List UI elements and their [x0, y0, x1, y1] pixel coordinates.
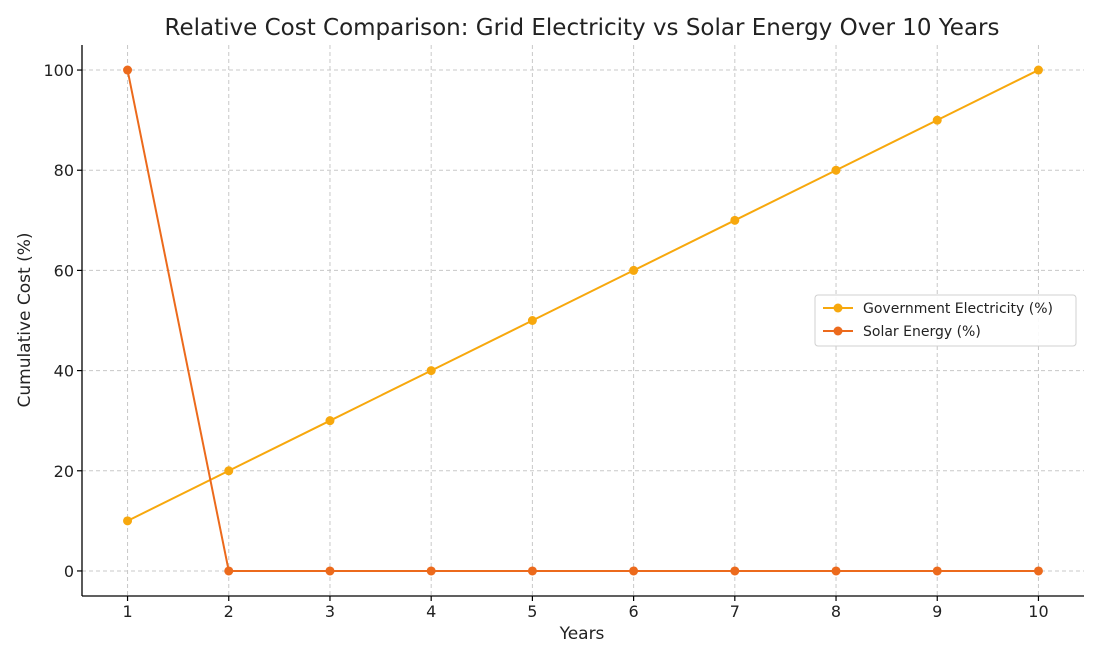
- axes: [81, 45, 1084, 597]
- series-2-point-1: [123, 65, 133, 75]
- x-axis-label: Years: [559, 624, 605, 644]
- series-line-1: [127, 69, 1039, 522]
- y-tick-label-0: 0: [64, 562, 74, 581]
- x-tick-label-4: 4: [426, 602, 436, 621]
- series-1-point-6: [629, 265, 639, 275]
- series-1-point-5: [527, 316, 537, 325]
- x-tick-label-1: 1: [122, 602, 132, 621]
- series-2-point-3: [325, 566, 335, 576]
- series-1-point-7: [730, 215, 740, 225]
- x-tick-label-7: 7: [730, 602, 740, 621]
- legend-entry-2: Solar Energy (%): [863, 324, 981, 340]
- legend-swatch-marker-1: [833, 303, 843, 313]
- series-1-point-9: [932, 115, 942, 125]
- legend-entry-1: Government Electricity (%): [863, 301, 1053, 317]
- series-2-point-8: [831, 566, 841, 576]
- series-1-point-1: [123, 516, 133, 526]
- chart-title: Relative Cost Comparison: Grid Electrici…: [165, 15, 1000, 41]
- legend: Government Electricity (%) Solar Energy (…: [814, 294, 1077, 347]
- series-2-point-5: [527, 566, 537, 576]
- series-2-point-10: [1033, 566, 1043, 576]
- series-2-point-7: [730, 566, 740, 576]
- series-1-point-10: [1033, 65, 1043, 75]
- x-tick-label-2: 2: [224, 602, 234, 621]
- series-2-point-9: [932, 566, 942, 576]
- x-tick-label-9: 9: [932, 602, 942, 621]
- series-1-point-3: [325, 416, 335, 426]
- series-2-point-6: [629, 566, 639, 576]
- y-tick-label-20: 20: [54, 462, 74, 481]
- series-2-point-2: [224, 566, 234, 576]
- x-tick-label-8: 8: [831, 602, 841, 621]
- series-1-point-2: [224, 466, 234, 476]
- legend-swatch-marker-2: [833, 326, 843, 336]
- series-line-2: [126, 69, 1039, 572]
- y-axis-label: Cumulative Cost (%): [15, 232, 35, 407]
- y-tick-label-60: 60: [54, 261, 74, 280]
- x-tick-label-6: 6: [629, 602, 639, 621]
- x-tick-label-5: 5: [527, 602, 537, 621]
- series-1-point-8: [831, 165, 841, 175]
- series-lines: [123, 65, 1043, 576]
- y-tick-label-80: 80: [54, 161, 74, 180]
- series-2-point-4: [426, 566, 436, 576]
- x-tick-label-3: 3: [325, 602, 335, 621]
- y-tick-label-100: 100: [43, 61, 74, 80]
- legend-box: [814, 294, 1077, 347]
- y-tick-label-40: 40: [54, 362, 74, 381]
- x-tick-label-10: 10: [1028, 602, 1048, 621]
- series-1-point-4: [426, 366, 436, 376]
